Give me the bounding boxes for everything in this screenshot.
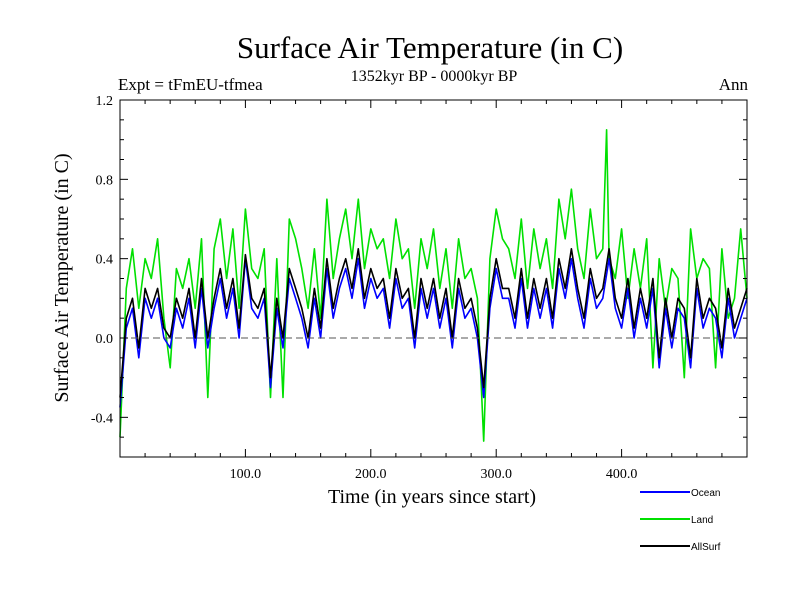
- x-tick-label: 200.0: [355, 467, 387, 482]
- series-ocean-line: [119, 257, 748, 408]
- y-tick-label: 0.4: [96, 253, 114, 268]
- season-label: Ann: [719, 75, 749, 94]
- y-tick-label: 0.0: [96, 332, 114, 347]
- tick-layer: 100.0 200.0 300.0 400.0 -0.4 0.0 0.4 0.8 1.2: [91, 94, 747, 482]
- legend-label-allsurf: AllSurf: [691, 542, 721, 553]
- x-tick-label: 400.0: [606, 467, 638, 482]
- y-tick-label: -0.4: [91, 411, 113, 426]
- x-tick-label: 300.0: [480, 467, 512, 482]
- legend: Ocean Land AllSurf: [640, 488, 721, 553]
- chart-title: Surface Air Temperature (in C): [237, 30, 623, 65]
- period-label: 1352kyr BP - 0000kyr BP: [351, 68, 518, 85]
- series-land-line: [119, 129, 748, 442]
- series-layer: [119, 129, 748, 442]
- x-tick-label: 100.0: [230, 467, 262, 482]
- experiment-label: Expt = tFmEU-tfmea: [118, 75, 263, 94]
- y-tick-label: 0.8: [96, 173, 114, 188]
- series-allsurf-line: [119, 248, 748, 398]
- legend-label-land: Land: [691, 515, 713, 526]
- y-axis-label: Surface Air Temperature (in C): [51, 153, 73, 402]
- y-tick-label: 1.2: [96, 94, 114, 109]
- legend-label-ocean: Ocean: [691, 488, 720, 499]
- x-axis-label: Time (in years since start): [328, 486, 536, 508]
